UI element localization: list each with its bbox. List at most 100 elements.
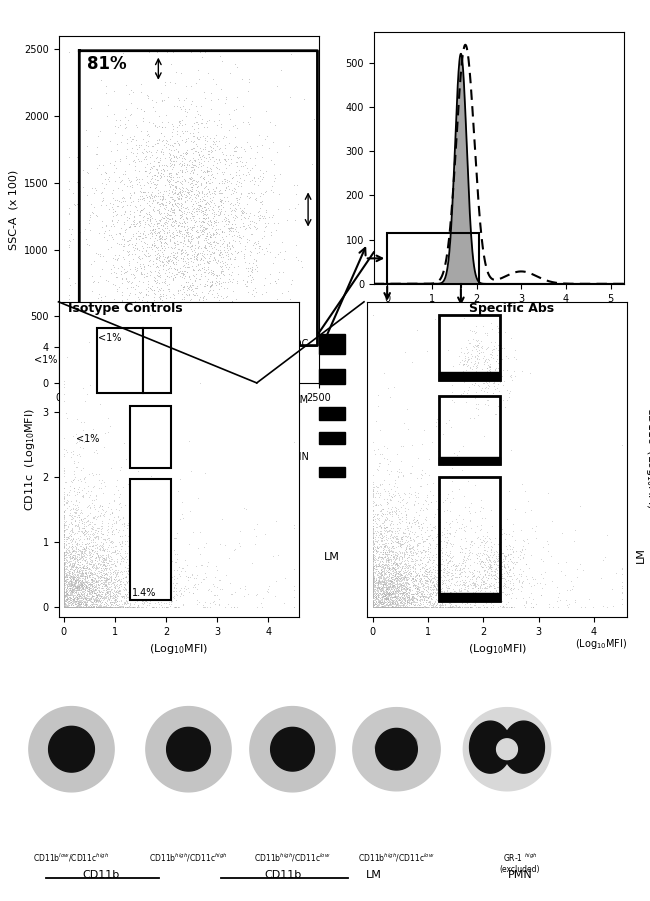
Point (391, 584, 401, 598)
Point (72, 460, 82, 474)
Point (230, 251, 240, 266)
Point (426, 591, 436, 605)
Point (73, 495, 84, 509)
Point (370, 579, 381, 594)
Point (101, 578, 112, 593)
Point (78, 542, 88, 556)
Point (387, 577, 397, 591)
Point (368, 587, 378, 602)
Point (75, 555, 85, 569)
Point (111, 591, 122, 605)
Point (161, 210, 171, 224)
Point (68, 596, 79, 610)
Point (58, 571, 69, 586)
Point (368, 567, 378, 581)
Point (58, 574, 69, 588)
Point (368, 598, 378, 613)
Point (79, 578, 89, 593)
Point (92, 591, 102, 605)
Point (69, 472, 79, 487)
Point (285, 90, 295, 105)
Point (369, 595, 380, 609)
Point (103, 171, 113, 186)
Point (398, 581, 408, 596)
Point (188, 362, 198, 377)
Point (95, 376, 105, 390)
Point (253, 233, 263, 248)
Point (73, 518, 83, 532)
Point (73, 581, 83, 596)
Point (91, 182, 101, 196)
Point (392, 521, 402, 535)
Point (419, 582, 429, 596)
Point (426, 587, 436, 601)
Point (67, 512, 77, 526)
Point (54, 360, 64, 375)
Point (58, 596, 69, 611)
Point (387, 600, 397, 614)
Point (380, 521, 390, 535)
Point (504, 386, 515, 400)
Point (125, 569, 136, 583)
Point (370, 578, 380, 593)
Point (84, 376, 94, 390)
Point (473, 402, 483, 416)
Point (58, 588, 69, 603)
Point (58, 557, 69, 571)
Point (59, 569, 70, 584)
Point (485, 359, 495, 374)
Point (98, 536, 109, 551)
Point (441, 526, 452, 541)
Point (103, 548, 114, 562)
Point (395, 587, 406, 601)
Point (418, 595, 428, 609)
Point (73, 591, 84, 605)
Point (382, 553, 393, 568)
Point (116, 517, 127, 532)
Point (188, 162, 199, 177)
Point (441, 490, 452, 505)
Point (413, 579, 423, 594)
Point (402, 588, 412, 603)
Point (108, 278, 118, 292)
Point (403, 595, 413, 609)
Point (434, 567, 445, 581)
Point (122, 274, 132, 288)
Point (82, 600, 92, 614)
Point (96, 576, 106, 590)
Point (58, 518, 69, 532)
Point (118, 575, 128, 589)
Point (133, 172, 144, 187)
Point (494, 560, 504, 574)
Point (488, 554, 499, 569)
Point (196, 115, 207, 130)
Point (80, 594, 90, 608)
Point (162, 171, 172, 186)
Point (62, 561, 72, 576)
Point (87, 547, 98, 561)
Point (467, 572, 478, 587)
Point (62, 356, 72, 370)
Point (458, 310, 469, 324)
Point (465, 537, 476, 551)
Point (102, 360, 112, 375)
Point (126, 375, 136, 389)
Point (242, 188, 252, 203)
Point (116, 285, 127, 299)
Point (368, 560, 378, 574)
Point (391, 581, 402, 596)
Point (421, 573, 431, 587)
Point (58, 512, 69, 526)
Point (224, 197, 235, 212)
Point (58, 553, 69, 568)
Point (59, 600, 70, 614)
Point (187, 239, 197, 253)
Point (447, 550, 458, 564)
Point (66, 569, 77, 583)
Point (177, 150, 188, 165)
Point (72, 596, 83, 610)
Point (373, 564, 384, 578)
Point (368, 584, 378, 598)
Point (140, 217, 151, 232)
Point (93, 367, 103, 381)
